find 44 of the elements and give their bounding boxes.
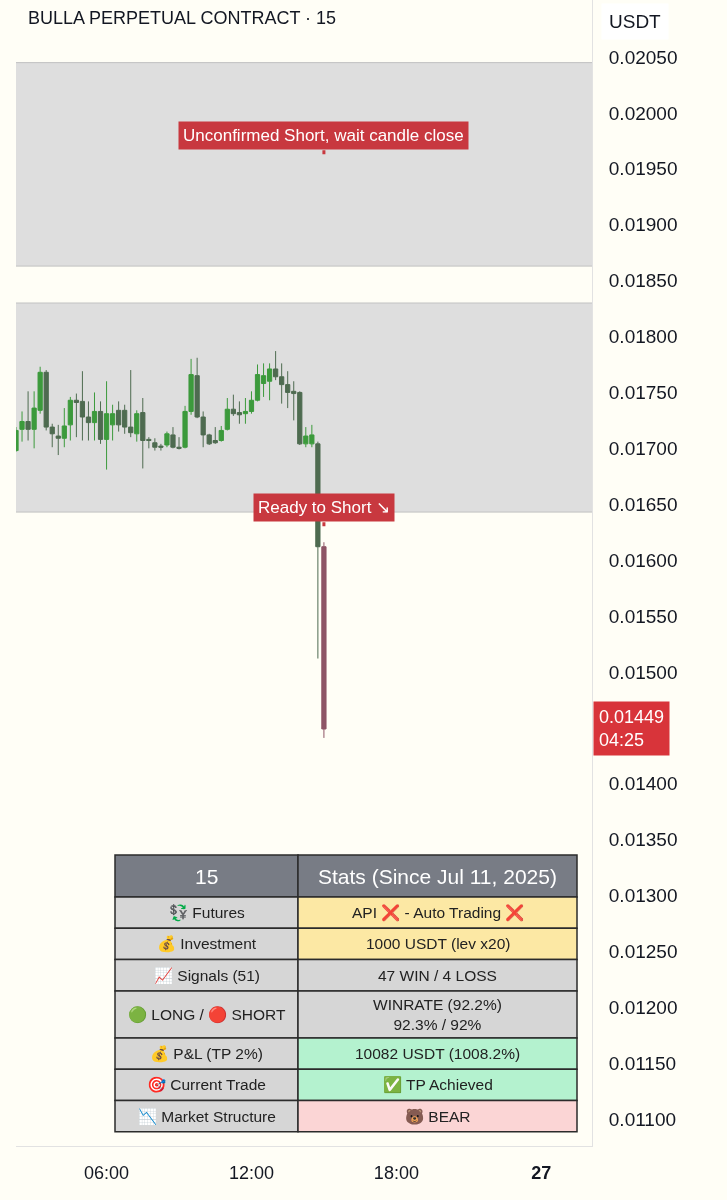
annotation: API ❌ - Auto Trading ❌ <box>352 903 525 922</box>
y-tick-label: 0.01600 <box>608 549 678 571</box>
text: 0.01449 04:25 <box>599 707 665 751</box>
annotation: 📈 Signals (51) <box>154 966 261 985</box>
y-tick-label: 0.01100 <box>608 1108 677 1130</box>
y-tick-label: 0.01950 <box>608 158 678 180</box>
text: BULLA PERPETUAL CONTRACT · 15 <box>28 8 337 29</box>
annotation: 💱 Futures <box>169 903 246 922</box>
annotation: 💰 P&L (TP 2%) <box>150 1044 263 1063</box>
annotation: 47 WIN / 4 LOSS <box>378 967 497 984</box>
y-tick-label: 0.02000 <box>608 102 678 124</box>
annotation: 1000 USDT (lev x20) <box>366 935 511 952</box>
annotation: 📉 Market Structure <box>138 1107 276 1126</box>
y-tick-label: 0.01400 <box>608 773 678 795</box>
annotation: WINRATE (92.2%) 92.3% / 92% <box>373 996 502 1034</box>
annotation: 15 <box>195 865 219 888</box>
annotation: Ready to Short ↘ <box>258 498 391 517</box>
annotation: ✅ TP Achieved <box>383 1075 493 1094</box>
x-tick-label: 27 <box>531 1162 552 1183</box>
y-tick-label: 0.01900 <box>608 214 678 236</box>
annotation: 🎯 Current Trade <box>147 1076 266 1093</box>
annotation: 💰 Investment <box>157 934 257 953</box>
annotation: Stats (Since Jul 11, 2025) <box>318 865 557 888</box>
x-tick-label: 06:00 <box>84 1162 130 1183</box>
annotation: 10082 USDT (1008.2%) <box>355 1045 521 1062</box>
y-tick-label: 0.01550 <box>608 605 678 627</box>
annotation: 🟢 LONG / 🔴 SHORT <box>128 1005 286 1024</box>
y-tick-label: 0.01850 <box>608 270 678 292</box>
y-tick-label: 0.01650 <box>608 493 678 515</box>
y-tick-label: 0.01150 <box>608 1052 677 1074</box>
x-tick-label: 12:00 <box>228 1162 274 1183</box>
y-tick-label: 0.01250 <box>608 941 678 963</box>
y-tick-label: 0.01500 <box>608 661 678 683</box>
y-tick-label: 0.01300 <box>608 885 678 907</box>
y-axis-title: USDT <box>609 11 662 32</box>
x-tick-label: 18:00 <box>373 1162 419 1183</box>
y-tick-label: 0.02050 <box>608 46 678 68</box>
y-tick-label: 0.01350 <box>608 829 678 851</box>
y-tick-label: 0.01750 <box>608 382 678 404</box>
annotation: 🐻 BEAR <box>405 1107 471 1126</box>
y-tick-label: 0.01200 <box>608 997 678 1019</box>
band-label: Unconfirmed Short, wait candle close <box>183 126 464 145</box>
y-tick-label: 0.01800 <box>608 326 678 348</box>
y-tick-label: 0.01700 <box>608 437 678 459</box>
